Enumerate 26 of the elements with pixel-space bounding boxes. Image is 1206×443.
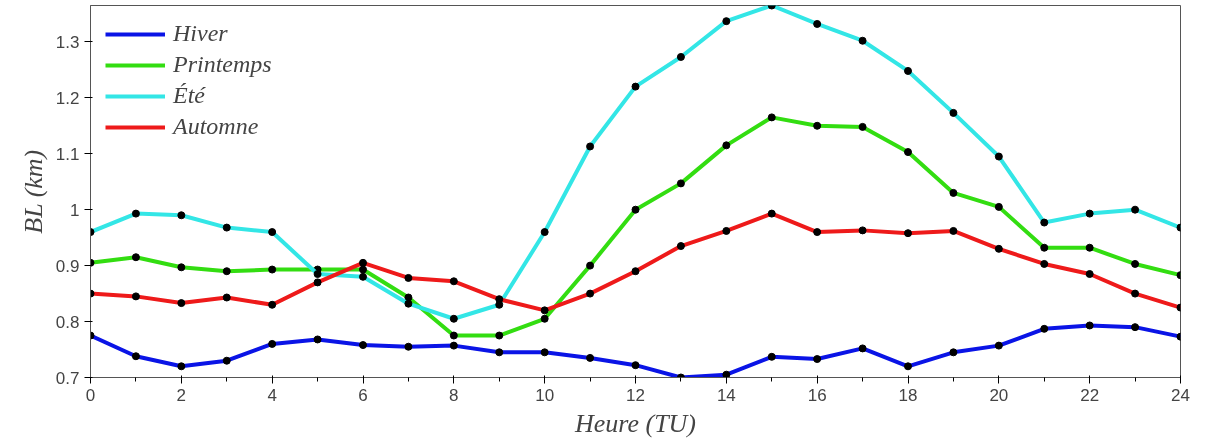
y-axis-title: BL (km) [18, 149, 48, 234]
x-tick-label: 0 [85, 385, 96, 405]
x-tick-label: 18 [898, 385, 918, 405]
x-tick-label: 2 [176, 385, 187, 405]
y-tick-label: 1 [70, 200, 80, 220]
legend-label: Été [173, 82, 205, 109]
x-tick-label: 14 [716, 385, 736, 405]
x-tick-label: 16 [807, 385, 827, 405]
x-tick-label: 22 [1080, 385, 1100, 405]
x-tick-label: 20 [989, 385, 1009, 405]
legend-label: Printemps [173, 51, 272, 78]
x-axis-title: Heure (TU) [573, 408, 697, 438]
x-tick-label: 4 [267, 385, 277, 405]
legend-label: Automne [173, 113, 259, 140]
y-tick-label: 0.8 [55, 312, 80, 332]
x-tick-label: 12 [626, 385, 645, 405]
x-tick-label: 10 [535, 385, 555, 405]
y-tick-label: 0.7 [55, 368, 80, 388]
legend-label: Hiver [173, 20, 228, 47]
x-tick-label: 24 [1171, 385, 1190, 405]
y-tick-label: 1.3 [55, 32, 80, 52]
y-tick-label: 1.1 [55, 144, 80, 164]
x-tick-label: 8 [449, 385, 459, 405]
x-tick-label: 6 [358, 385, 368, 405]
y-tick-label: 0.9 [55, 256, 80, 276]
y-tick-label: 1.2 [55, 88, 80, 108]
